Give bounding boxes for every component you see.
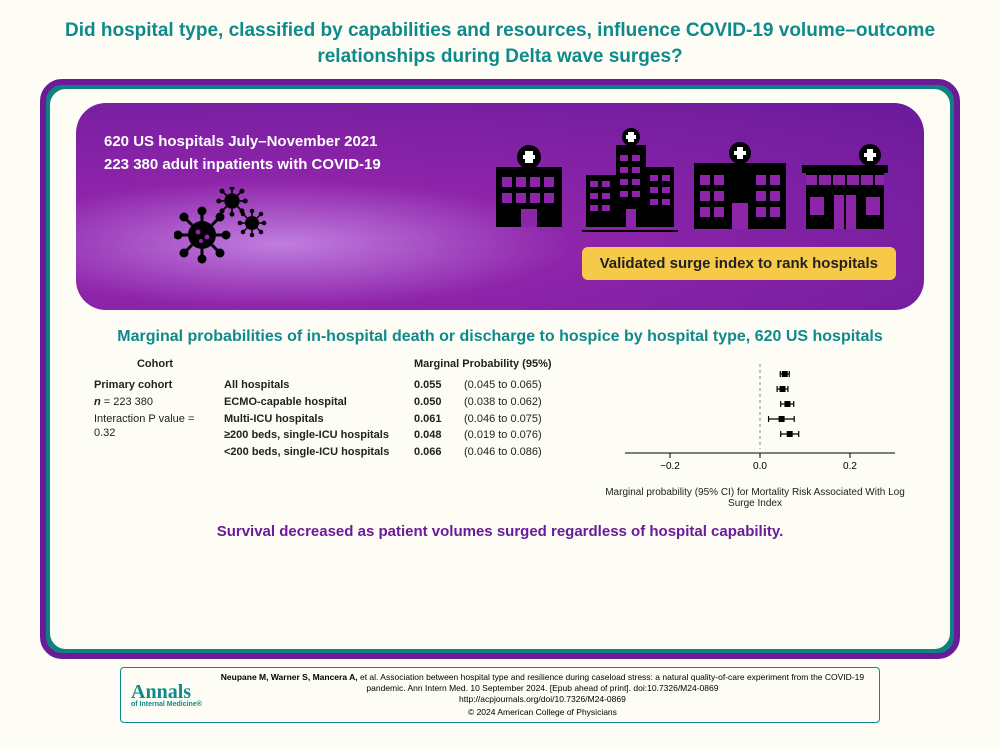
conclusion-text: Survival decreased as patient volumes su… xyxy=(94,523,906,540)
hospital-icon xyxy=(580,127,680,237)
svg-text:0.2: 0.2 xyxy=(843,461,857,472)
cohort-line: Interaction P value = 0.32 xyxy=(94,412,216,442)
table-row: Multi-ICU hospitals xyxy=(224,412,414,427)
cohort-header: Cohort xyxy=(94,358,216,370)
cohort-column: Cohort Primary cohort n n = 223 380= 223… xyxy=(94,358,224,509)
table-row: 0.055(0.045 to 0.065) xyxy=(414,378,604,393)
cohort-line: n n = 223 380= 223 380 xyxy=(94,395,216,410)
hospital-icon xyxy=(488,137,570,237)
table-row: ECMO-capable hospital xyxy=(224,395,414,410)
hospital-icon xyxy=(690,137,790,237)
citation-text: Neupane M, Warner S, Mancera A, et al. A… xyxy=(216,672,869,718)
table-row: 0.061(0.046 to 0.075) xyxy=(414,412,604,427)
table-row: ≥200 beds, single-ICU hospitals xyxy=(224,428,414,443)
hero-right: Validated surge index to rank hospitals xyxy=(468,127,896,280)
svg-text:0.0: 0.0 xyxy=(753,461,767,472)
annals-logo: Annals of Internal Medicine® xyxy=(131,683,202,708)
hero-line-1: 620 US hospitals July–November 2021 xyxy=(104,133,468,150)
hospital-icon xyxy=(800,137,890,237)
cohort-line: Primary cohort xyxy=(94,378,216,393)
forest-plot-caption: Marginal probability (95% CI) for Mortal… xyxy=(604,487,906,509)
forest-plot-table: Cohort Primary cohort n n = 223 380= 223… xyxy=(94,358,906,509)
hospital-type-column: . All hospitalsECMO-capable hospitalMult… xyxy=(224,358,414,509)
hospital-icons-row xyxy=(468,127,896,237)
table-row: All hospitals xyxy=(224,378,414,393)
surge-index-badge: Validated surge index to rank hospitals xyxy=(582,247,896,280)
inner-frame: 620 US hospitals July–November 2021 223 … xyxy=(50,89,950,649)
citation-box: Annals of Internal Medicine® Neupane M, … xyxy=(120,667,880,723)
hero-panel: 620 US hospitals July–November 2021 223 … xyxy=(76,103,924,310)
hero-left: 620 US hospitals July–November 2021 223 … xyxy=(104,127,468,280)
prob-header: Marginal Probability (95%) xyxy=(414,358,604,370)
svg-text:−0.2: −0.2 xyxy=(660,461,680,472)
virus-icon xyxy=(174,187,468,272)
page-title: Did hospital type, classified by capabil… xyxy=(0,0,1000,79)
hero-line-2: 223 380 adult inpatients with COVID-19 xyxy=(104,156,468,173)
forest-plot: −0.2 0.0 0.2 Marginal probability (95% CI)… xyxy=(604,358,906,509)
outer-frame: 620 US hospitals July–November 2021 223 … xyxy=(40,79,960,659)
section-heading: Marginal probabilities of in-hospital de… xyxy=(94,326,906,348)
table-row: <200 beds, single-ICU hospitals xyxy=(224,445,414,460)
table-row: 0.066(0.046 to 0.086) xyxy=(414,445,604,460)
probability-column: Marginal Probability (95%) 0.055(0.045 t… xyxy=(414,358,604,509)
table-row: 0.050(0.038 to 0.062) xyxy=(414,395,604,410)
table-row: 0.048(0.019 to 0.076) xyxy=(414,428,604,443)
